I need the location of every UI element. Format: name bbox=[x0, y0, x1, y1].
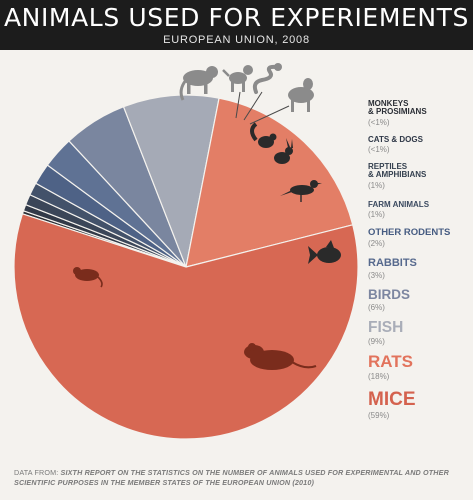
sheep-icon bbox=[288, 78, 314, 112]
rat-icon bbox=[244, 343, 317, 370]
fish-icon bbox=[308, 240, 341, 264]
pie-slice-9 bbox=[13, 213, 359, 440]
rabbit-icon bbox=[274, 138, 293, 164]
legend-percent: (3%) bbox=[368, 270, 385, 280]
legend-item-4: OTHER RODENTS (2%) bbox=[368, 228, 450, 249]
mouse-icon bbox=[73, 267, 103, 288]
legend-item-8: RATS (18%) bbox=[368, 353, 413, 382]
legend-percent: (9%) bbox=[368, 337, 385, 347]
squirrel-icon bbox=[250, 122, 277, 148]
chart-title: ANIMALS USED FOR EXPERIEMENTS bbox=[3, 3, 470, 32]
legend-percent: (<1%) bbox=[368, 117, 390, 127]
pie-chart bbox=[13, 63, 359, 440]
pie-slices bbox=[13, 94, 359, 440]
legend-item-9: MICE (59%) bbox=[368, 390, 416, 421]
legend-item-3: FARM ANIMALS (1%) bbox=[368, 200, 430, 220]
chart-header: ANIMALS USED FOR EXPERIEMENTS EUROPEAN U… bbox=[0, 0, 473, 50]
monkey-icon bbox=[179, 66, 218, 101]
source-text: SIXTH REPORT ON THE STATISTICS ON THE NU… bbox=[14, 468, 449, 487]
source-prefix: DATA FROM: bbox=[14, 468, 61, 477]
bird-icon bbox=[280, 180, 322, 202]
pie-slice-8 bbox=[185, 97, 354, 268]
legend-item-6: BIRDS (6%) bbox=[368, 287, 411, 313]
legend-label: FISH bbox=[368, 319, 404, 336]
legend-label: RABBITS bbox=[368, 257, 417, 269]
legend-percent: (1%) bbox=[368, 180, 385, 190]
dog-icon bbox=[222, 65, 253, 92]
legend-percent: (59%) bbox=[368, 410, 390, 420]
legend-item-0: MONKEYS & PROSIMIANS (<1%) bbox=[368, 99, 427, 128]
snake-icon bbox=[252, 63, 282, 94]
legend-label: BIRDS bbox=[368, 287, 411, 302]
legend-label: RATS bbox=[368, 352, 414, 371]
legend-label: MONKEYS & PROSIMIANS bbox=[368, 99, 427, 117]
legend-percent: (1%) bbox=[368, 210, 385, 220]
legend-label: REPTILES & AMPHIBIANS bbox=[368, 162, 427, 180]
legend-label: MICE bbox=[368, 389, 416, 410]
legend-percent: (18%) bbox=[368, 371, 390, 381]
legend-item-1: CATS & DOGS (<1%) bbox=[368, 135, 423, 155]
legend-label: CATS & DOGS bbox=[368, 135, 423, 144]
legend-percent: (6%) bbox=[368, 303, 385, 313]
chart-subtitle: EUROPEAN UNION, 2008 bbox=[163, 34, 310, 46]
legend-label: OTHER RODENTS bbox=[368, 227, 451, 238]
pie-slice-7 bbox=[122, 94, 220, 270]
legend-percent: (<1%) bbox=[368, 145, 390, 155]
legend-item-5: RABBITS (3%) bbox=[368, 257, 417, 281]
legend-label: FARM ANIMALS bbox=[368, 200, 430, 209]
legend-percent: (2%) bbox=[368, 238, 385, 248]
source-note: DATA FROM: SIXTH REPORT ON THE STATISTIC… bbox=[14, 468, 464, 488]
legend-item-2: REPTILES & AMPHIBIANS (1%) bbox=[368, 162, 427, 191]
legend-item-7: FISH (9%) bbox=[368, 319, 404, 347]
